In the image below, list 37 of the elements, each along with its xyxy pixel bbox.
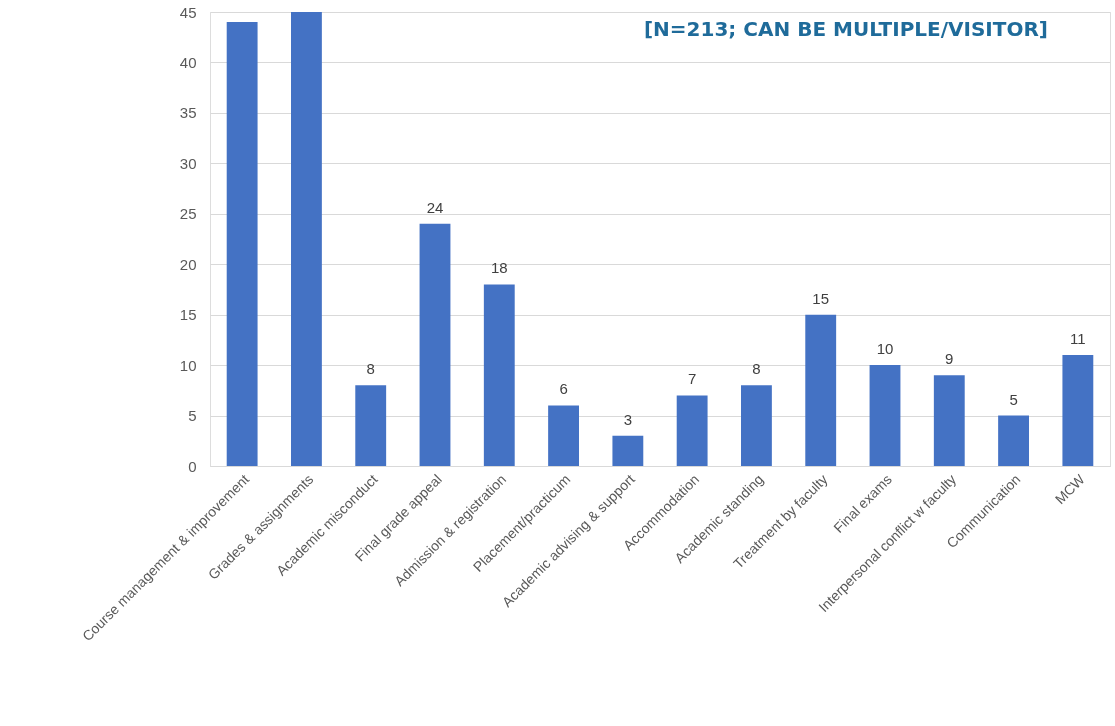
data-label: 8 (366, 360, 375, 378)
y-tick-label: 30 (179, 154, 197, 172)
data-label: 6 (559, 380, 568, 398)
bar (548, 405, 579, 466)
data-label: 15 (812, 289, 830, 307)
data-label: 7 (687, 370, 697, 388)
y-tick-label: 25 (179, 205, 197, 223)
bar (676, 395, 708, 466)
bar (226, 22, 258, 466)
bar (612, 435, 644, 466)
y-tick-label: 0 (188, 457, 197, 475)
data-label: 10 (876, 340, 894, 358)
y-tick-label: 45 (179, 3, 197, 21)
bar (998, 415, 1029, 466)
data-label: 8 (752, 360, 761, 378)
bar (355, 385, 387, 466)
bar (483, 284, 515, 466)
y-tick-label: 40 (179, 53, 197, 71)
bar (869, 365, 901, 466)
bar (1062, 355, 1094, 466)
data-label: 11 (1070, 330, 1086, 348)
bar (741, 385, 772, 466)
data-label: 5 (1009, 390, 1018, 408)
data-label: 9 (945, 350, 954, 368)
y-tick-label: 20 (179, 255, 197, 273)
data-label: 3 (623, 410, 633, 428)
annotation: [N=213; CAN BE MULTIPLE/VISITOR] (643, 17, 1048, 41)
y-tick-label: 5 (188, 407, 197, 425)
data-label: 24 (426, 198, 444, 216)
y-tick-label: 10 (179, 356, 197, 374)
bar (933, 375, 965, 466)
y-tick-label: 15 (179, 306, 197, 324)
bar (419, 223, 451, 466)
data-label: 18 (490, 259, 508, 277)
bar (291, 12, 322, 466)
y-tick-label: 35 (179, 104, 197, 122)
bar (805, 314, 837, 466)
